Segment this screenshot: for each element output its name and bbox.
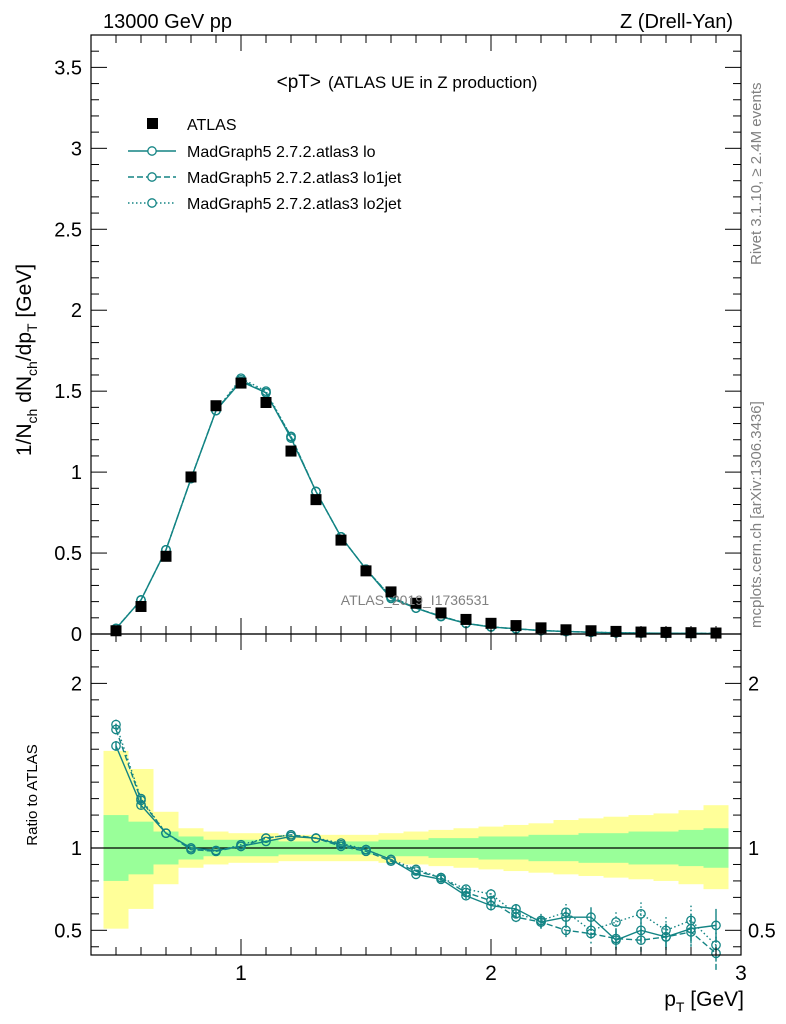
ratio-series-point [636, 935, 646, 946]
atlas-data-point [260, 396, 272, 408]
ratio-series-point [111, 741, 121, 751]
ratio-y-tick-label: 1 [71, 838, 82, 860]
legend-label: MadGraph5 2.7.2.atlas3 lo [187, 144, 376, 161]
y-tick-label: 1.5 [54, 381, 82, 403]
axes: 1 2 3 0 0.5 1 1.5 2 2.5 3 3.5 0.5 0.5 1 1 2 2 [54, 34, 776, 985]
legend-label: MadGraph5 2.7.2.atlas3 lo1jet [187, 170, 402, 187]
main-series-point [261, 386, 271, 397]
x-tick-label: 3 [735, 962, 747, 985]
ratio-series-point [561, 907, 571, 918]
ratio-y-tick-label: 0.5 [54, 920, 82, 942]
plot-subtitle: (ATLAS UE in Z production) [328, 73, 537, 92]
atlas-data-point [435, 607, 447, 619]
legend-label: ATLAS [187, 117, 237, 134]
y-tick-label: 1 [71, 462, 82, 484]
legend-marker [147, 198, 157, 208]
atlas-data-point [135, 600, 147, 612]
ratio-series-point [361, 844, 371, 855]
atlas-data-point [160, 550, 172, 562]
ratio-series-line [115, 729, 717, 954]
main-series-point [286, 431, 296, 442]
legend-marker [147, 172, 157, 182]
ratio-series-point [186, 843, 196, 853]
ratio-series-point [461, 884, 471, 895]
legend: ATLAS MadGraph5 2.7.2.atlas3 lo MadGraph5 … [128, 117, 402, 213]
x-tick-label: 2 [485, 962, 497, 985]
ratio-series-point [686, 915, 696, 926]
ratio-series-point [161, 828, 171, 839]
ratio-series-point [486, 895, 496, 906]
ratio-series-point [511, 908, 521, 919]
legend-label: MadGraph5 2.7.2.atlas3 lo2jet [187, 196, 402, 213]
y-tick-label: 3.5 [54, 57, 82, 79]
x-tick-label: 1 [235, 962, 247, 985]
ratio-series-point [661, 932, 671, 942]
ratio-y-tick-label-right: 0.5 [748, 920, 776, 942]
x-axis-label: pT [GeV] [664, 988, 744, 1015]
ratio-series-point [236, 839, 246, 850]
ratio-series-point [136, 793, 146, 804]
ratio-series-point [561, 925, 571, 936]
atlas-data-point [360, 565, 372, 577]
ratio-series-point [611, 917, 621, 927]
ratio-series-point [536, 915, 546, 926]
header-left: 13000 GeV pp [103, 11, 232, 33]
ratio-series-point [686, 927, 696, 937]
y-tick-label: 2 [71, 300, 82, 322]
ratio-series-point [611, 933, 621, 944]
ratio-series-point [586, 925, 596, 936]
ratio-series-point [261, 836, 271, 847]
y-tick-label: 2.5 [54, 219, 82, 241]
ratio-y-tick-label-right: 2 [748, 673, 759, 695]
ratio-series-point [636, 908, 646, 919]
ratio-series-point [386, 854, 396, 865]
ratio-series-point [661, 925, 671, 936]
ratio-plot [111, 719, 721, 970]
header-right: Z (Drell-Yan) [620, 11, 733, 33]
atlas-data-point [335, 534, 347, 546]
ratio-series-point [336, 841, 346, 852]
ratio-series-point [286, 829, 296, 840]
ratio-series-point [486, 889, 496, 899]
ratio-bands [91, 750, 741, 929]
ratio-series-point [436, 872, 446, 883]
ratio-series-point [111, 719, 121, 730]
y-tick-label: 0 [71, 624, 82, 646]
ratio-series-point [261, 833, 271, 843]
ratio-y-tick-label: 2 [71, 673, 82, 695]
atlas-data-point [310, 494, 322, 506]
rivet-label: Rivet 3.1.10, ≥ 2.4M events [748, 83, 765, 266]
ratio-y-tick-label-right: 1 [748, 838, 759, 860]
ratio-series-point [411, 864, 421, 875]
plot-title: <pT> [277, 72, 321, 93]
ratio-frame [90, 633, 742, 956]
atlas-data-point [235, 377, 247, 389]
ratio-series-point [461, 887, 471, 898]
y-axis-label: 1/Nch dNch/dpT [GeV] [13, 264, 40, 456]
y-tick-label: 3 [71, 138, 82, 160]
atlas-data-point [510, 620, 522, 632]
legend-atlas-marker [147, 118, 158, 129]
atlas-data-point [410, 597, 422, 609]
atlas-data-point [185, 471, 197, 483]
atlas-data-point [210, 400, 222, 412]
atlas-data-point [285, 445, 297, 457]
ratio-y-axis-label: Ratio to ATLAS [24, 744, 41, 845]
ratio-series-point [311, 833, 321, 843]
mcplots-label: mcplots.cern.ch [arXiv:1306.3436] [748, 401, 765, 628]
ratio-series-point [411, 869, 421, 880]
ratio-series-point [211, 846, 221, 857]
atlas-data-point [385, 586, 397, 598]
ratio-series-point [336, 838, 346, 848]
watermark: ATLAS_2019_I1736531 [341, 592, 490, 608]
atlas-data-point [460, 613, 472, 625]
y-tick-label: 0.5 [54, 543, 82, 565]
legend-marker [147, 146, 157, 156]
